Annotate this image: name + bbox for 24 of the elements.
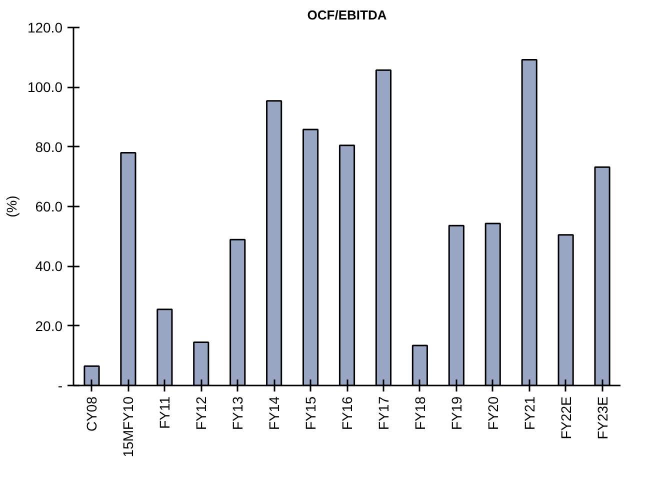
- y-tick-label: 40.0: [35, 258, 63, 274]
- x-tick-label: FY19: [448, 396, 464, 430]
- x-tick-label: FY11: [156, 396, 173, 429]
- x-tick-label: FY12: [193, 396, 210, 430]
- y-axis-title: (%): [3, 196, 20, 218]
- x-tick-label: FY21: [521, 396, 538, 430]
- y-tick-label: 60.0: [35, 198, 63, 214]
- y-tick-label: -: [58, 378, 63, 394]
- x-tick-label: CY08: [84, 396, 100, 432]
- x-tick-label: FY16: [339, 396, 355, 430]
- y-tick-label: 120.0: [27, 20, 63, 36]
- chart-title: OCF/EBITDA: [307, 8, 388, 22]
- y-tick-label: 100.0: [27, 79, 63, 96]
- y-tick-label: 20.0: [35, 318, 63, 334]
- x-tick-label: FY15: [302, 396, 319, 430]
- y-tick-label: 80.0: [35, 138, 63, 155]
- x-tick-label: FY22E: [558, 396, 574, 440]
- x-tick-label: FY23E: [594, 396, 610, 440]
- x-tick-label: 15MFY10: [120, 396, 136, 458]
- x-tick-label: FY13: [230, 396, 246, 430]
- x-tick-label: FY17: [375, 396, 392, 430]
- x-tick-label: FY18: [412, 396, 428, 430]
- x-tick-label: FY20: [484, 396, 501, 430]
- x-tick-label: FY14: [266, 396, 282, 430]
